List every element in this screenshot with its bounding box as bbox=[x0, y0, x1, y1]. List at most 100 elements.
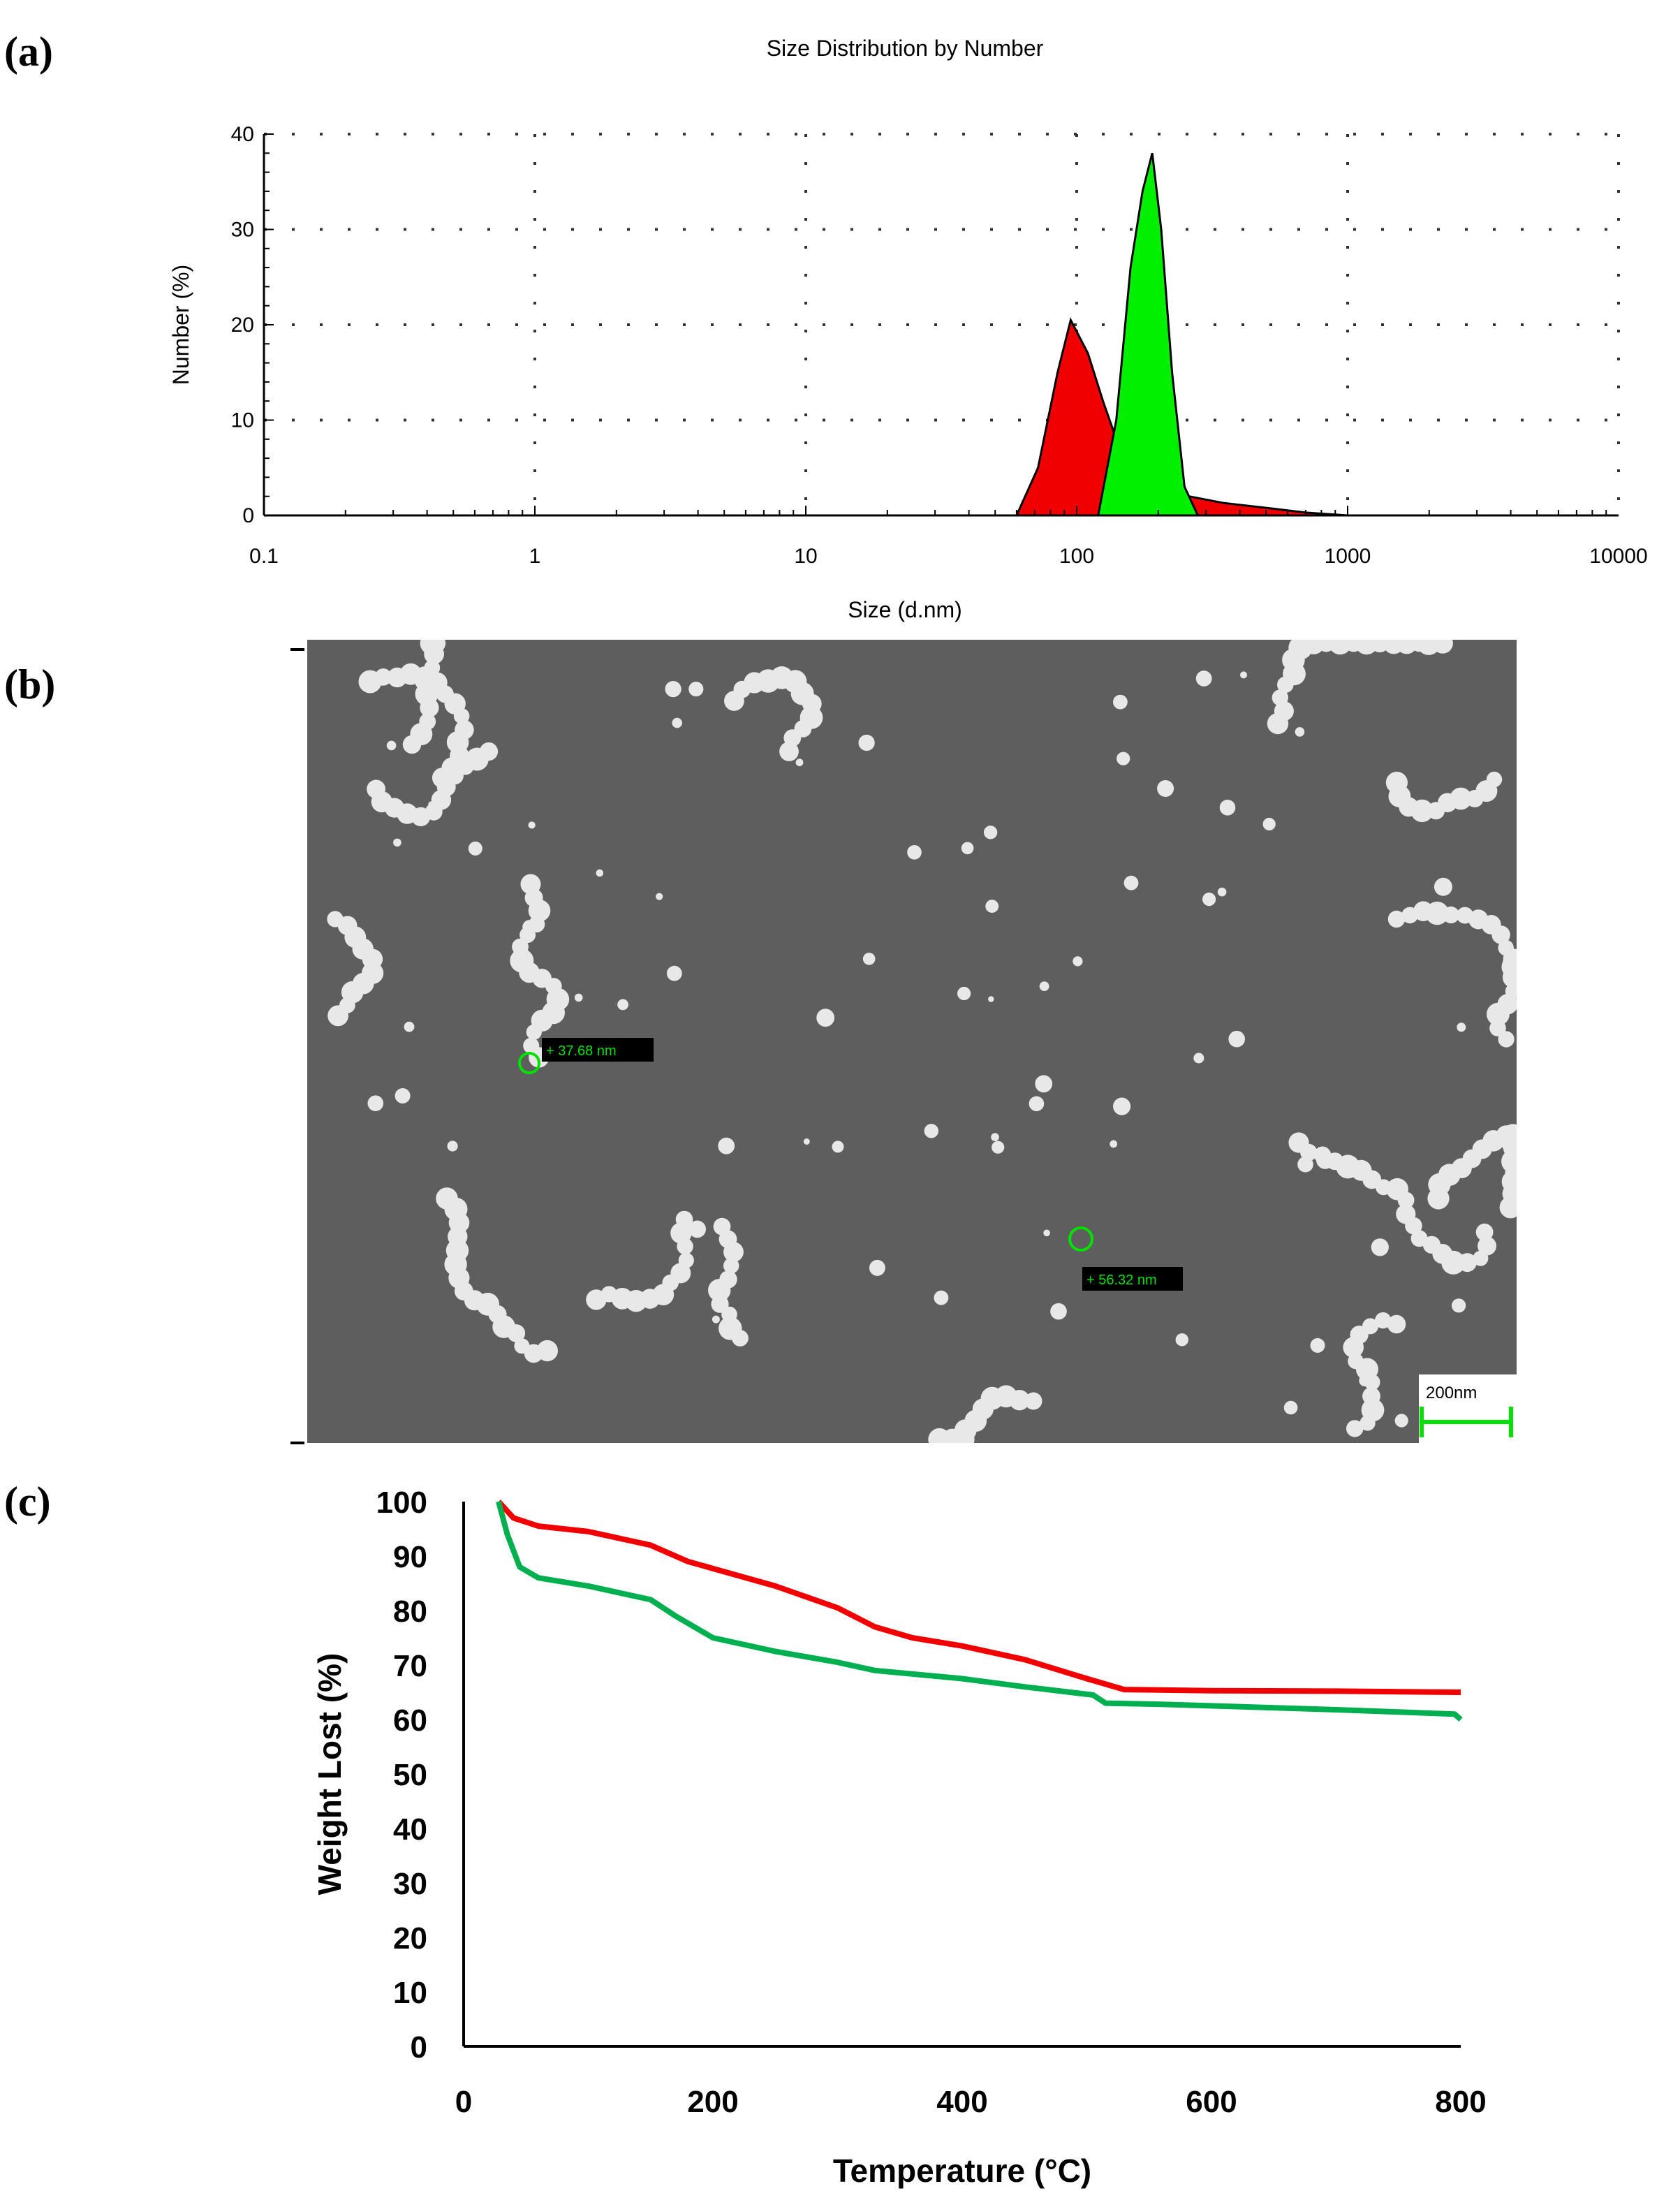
scale-bar-label: 200nm bbox=[1426, 1384, 1477, 1402]
particle bbox=[672, 717, 682, 728]
particle bbox=[507, 1324, 526, 1342]
y-tick-label: 30 bbox=[393, 1867, 427, 1901]
particle bbox=[327, 1005, 348, 1027]
particle bbox=[419, 713, 436, 731]
particle bbox=[393, 838, 401, 847]
distribution-area-2 bbox=[1096, 152, 1200, 517]
particle bbox=[1432, 640, 1453, 654]
particle bbox=[1442, 906, 1460, 924]
particle bbox=[985, 900, 999, 913]
particle bbox=[1274, 701, 1294, 721]
particle bbox=[1073, 956, 1083, 967]
particle bbox=[957, 986, 971, 1001]
particle bbox=[779, 742, 799, 761]
particle bbox=[816, 1009, 835, 1027]
y-tick-label: 0 bbox=[411, 2030, 427, 2065]
y-tick-label: 80 bbox=[393, 1594, 427, 1629]
measure-label-2: + 56.32 nm bbox=[1086, 1273, 1157, 1288]
particle bbox=[712, 1315, 720, 1324]
particle bbox=[528, 900, 551, 922]
particle bbox=[1029, 1096, 1045, 1112]
particle bbox=[536, 1340, 558, 1362]
particle bbox=[468, 841, 482, 856]
particle bbox=[1272, 689, 1289, 706]
particle bbox=[1346, 1420, 1364, 1437]
tga-series-line-2 bbox=[496, 1500, 1463, 1722]
particle bbox=[1385, 771, 1408, 794]
particle bbox=[1489, 1020, 1506, 1036]
particle bbox=[1113, 694, 1128, 710]
particle bbox=[367, 779, 385, 799]
particle bbox=[928, 1428, 951, 1443]
particle bbox=[718, 1137, 735, 1154]
particle bbox=[1043, 1229, 1050, 1237]
y-tick-label: 50 bbox=[393, 1758, 427, 1792]
x-tick-label: 10000 bbox=[1589, 545, 1647, 568]
particle bbox=[1035, 1075, 1053, 1093]
particle bbox=[526, 1024, 542, 1040]
particle bbox=[1425, 901, 1449, 925]
y-axis-title: Number (%) bbox=[168, 265, 193, 385]
particle bbox=[803, 1138, 810, 1145]
particle bbox=[1360, 1415, 1376, 1431]
particle bbox=[1110, 1140, 1118, 1148]
particle bbox=[1050, 1303, 1067, 1320]
particle bbox=[1113, 1097, 1131, 1115]
particle bbox=[1310, 1337, 1325, 1353]
particle bbox=[453, 708, 470, 724]
chart-title: Size Distribution by Number bbox=[767, 36, 1044, 61]
particle bbox=[934, 1290, 949, 1305]
particle bbox=[858, 734, 875, 751]
size-distribution-chart: 0.1 1 10 100 1000 10000 0 10 20 30 40 Size Distribu… bbox=[168, 36, 1648, 622]
y-tick-label: 20 bbox=[231, 314, 254, 337]
measure-label-bg-2 bbox=[1082, 1267, 1183, 1291]
measure-label-bg-1 bbox=[542, 1038, 654, 1062]
particle bbox=[1475, 1223, 1494, 1241]
particle bbox=[1202, 893, 1216, 907]
particle bbox=[1157, 780, 1174, 797]
particle bbox=[988, 996, 994, 1002]
particle bbox=[1405, 1217, 1422, 1235]
particle bbox=[677, 1238, 693, 1255]
particle bbox=[1193, 1053, 1204, 1064]
particle bbox=[1297, 1156, 1313, 1173]
particle bbox=[428, 801, 434, 807]
particle bbox=[1397, 1192, 1415, 1209]
particle bbox=[404, 1021, 415, 1032]
particle bbox=[907, 845, 922, 860]
particle bbox=[688, 1220, 706, 1238]
scale-bar-box bbox=[1419, 1374, 1517, 1443]
x-tick-label: 100 bbox=[1059, 545, 1094, 568]
x-tick-label: 200 bbox=[687, 2085, 738, 2119]
particle bbox=[1387, 910, 1406, 928]
y-tick-label: 10 bbox=[231, 409, 254, 432]
y-tick-label: 100 bbox=[376, 1486, 427, 1520]
particle bbox=[522, 920, 537, 934]
particle bbox=[1457, 1022, 1466, 1032]
particle bbox=[924, 1124, 938, 1138]
particle bbox=[1262, 817, 1276, 831]
particle bbox=[1434, 877, 1452, 896]
y-tick-label: 40 bbox=[231, 123, 254, 146]
particle bbox=[1228, 1030, 1245, 1048]
x-tick-label: 0 bbox=[455, 2085, 472, 2119]
measure-circle-2 bbox=[1068, 1226, 1093, 1252]
particle bbox=[1452, 1298, 1466, 1313]
particle bbox=[1478, 1236, 1497, 1256]
particle bbox=[666, 965, 682, 981]
particle bbox=[1175, 1333, 1189, 1347]
particle bbox=[1123, 875, 1139, 890]
y-tick-label: 40 bbox=[393, 1812, 427, 1847]
y-tick-label: 0 bbox=[242, 504, 254, 527]
particle bbox=[991, 1133, 999, 1141]
x-tick-label: 10 bbox=[794, 545, 817, 568]
sem-image: + 37.68 nm + 56.32 nm 200nm bbox=[307, 640, 1517, 1443]
particle bbox=[713, 1217, 731, 1236]
particle bbox=[1316, 1151, 1334, 1169]
measure-label-1: + 37.68 nm bbox=[546, 1043, 617, 1059]
panel-a-label: (a) bbox=[4, 29, 53, 75]
particle bbox=[386, 740, 397, 751]
particle bbox=[1240, 671, 1247, 679]
x-tick-label: 1000 bbox=[1325, 545, 1371, 568]
particle bbox=[983, 826, 998, 839]
